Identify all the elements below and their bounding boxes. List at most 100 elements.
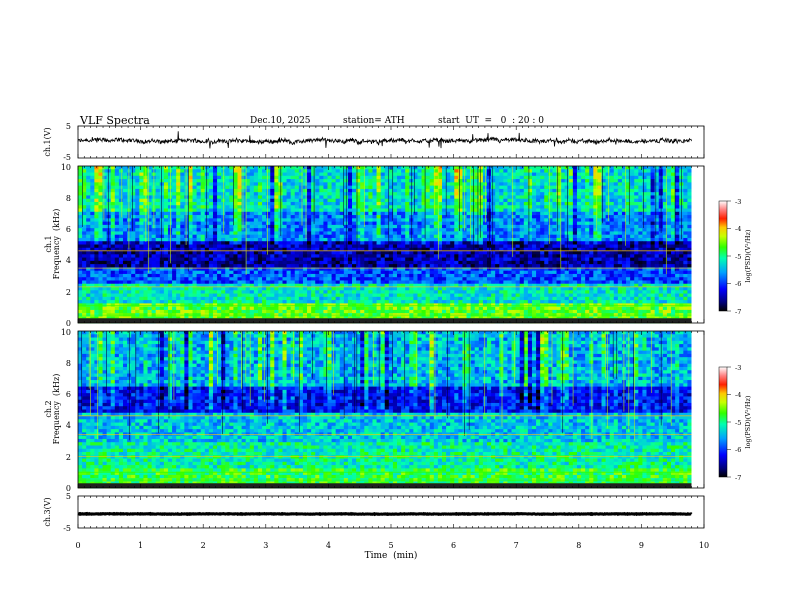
ch1-spec-cell-2180: [405, 212, 409, 216]
ch1-spec-cell-908: [111, 186, 115, 190]
ch1-spec-cell-1542: [250, 199, 254, 203]
ch1-spec-cell-2601: [287, 222, 291, 226]
ch1-spec-cell-413: [540, 173, 544, 177]
ch1-spec-cell-598: [683, 176, 687, 180]
ch1-spec-cell-325: [180, 173, 184, 177]
ch1-spec-cell-2930: [405, 228, 409, 232]
ch1-spec-cell-2423: [172, 218, 176, 222]
ch1-spec-cell-497: [270, 176, 274, 180]
ch1-spec-cell-807: [311, 182, 315, 186]
ch1-spec-cell-2829: [606, 225, 610, 229]
ch1-spec-cell-2790: [446, 225, 450, 229]
ch1-spec-cell-885: [630, 182, 634, 186]
ch1-spec-cell-1452: [495, 195, 499, 199]
ch1-spec-cell-1653: [90, 202, 94, 206]
ch1-spec-cell-3018: [152, 231, 156, 235]
ch1-spec-cell-7: [107, 166, 111, 170]
ch1-spec-cell-1094: [258, 189, 262, 193]
ch1-spec-cell-319: [156, 173, 160, 177]
ch1-spec-cell-517: [352, 176, 356, 180]
ch1-spec-cell-2503: [499, 218, 503, 222]
ch1-spec-cell-72: [372, 166, 376, 170]
ch1-spec-cell-1936: [634, 205, 638, 209]
ch1-spec-cell-3122: [577, 231, 581, 235]
ch1-spec-cell-115: [548, 166, 552, 170]
ch1-spec-cell-654: [299, 179, 303, 183]
ch1-spec-cell-1682: [209, 202, 213, 206]
ch1-spec-cell-1932: [618, 205, 622, 209]
ch1-spec-cell-1052: [86, 189, 90, 193]
ch1-spec-cell-943: [254, 186, 258, 190]
ch1-spec-cell-1833: [213, 205, 217, 209]
ch1-spec-cell-2359: [524, 215, 528, 219]
ch1-spec-cell-1147: [475, 189, 479, 193]
ch1-spec-cell-2852: [86, 228, 90, 232]
ch1-spec-cell-3090: [446, 231, 450, 235]
ch1-spec-cell-1735: [426, 202, 430, 206]
ch1-spec-cell-113: [540, 166, 544, 170]
ch1-spec-cell-2877: [188, 228, 192, 232]
ch1-spec-cell-1862: [332, 205, 336, 209]
ch1-spec-cell-268: [561, 169, 565, 173]
ch1-spec-cell-1212: [127, 192, 131, 196]
ch1-spec-cell-1427: [393, 195, 397, 199]
ch1-spec-cell-2106: [103, 212, 107, 216]
ch1-spec-cell-953: [295, 186, 299, 190]
ch1-spec-cell-3098: [479, 231, 483, 235]
ch1-spec-cell-978: [397, 186, 401, 190]
ch1-spec-cell-980: [405, 186, 409, 190]
ch1-spec-cell-645: [262, 179, 266, 183]
ch1-spec-cell-2577: [188, 222, 192, 226]
ch1-spec-cell-1352: [86, 195, 90, 199]
ch1-spec-cell-1156: [512, 189, 516, 193]
ch1-spec-cell-677: [393, 179, 397, 183]
ch1-spec-cell-3048: [274, 231, 278, 235]
ch1-spec-cell-1902: [495, 205, 499, 209]
ch1-spec-cell-212: [332, 169, 336, 173]
ch1-spec-cell-2303: [295, 215, 299, 219]
ch1-spec-cell-327: [188, 173, 192, 177]
ch1-spec-cell-868: [561, 182, 565, 186]
ch1-spec-cell-3106: [512, 231, 516, 235]
ch1-spec-cell-1995: [262, 209, 266, 213]
ch1-spec-cell-313: [131, 173, 135, 177]
ch1-spec-cell-1838: [233, 205, 237, 209]
ch1-spec-cell-1485: [630, 195, 634, 199]
ch1-spec-cell-3038: [233, 231, 237, 235]
ch1-spec-cell-1034: [626, 186, 630, 190]
ch1-spec-cell-1767: [557, 202, 561, 206]
ch1-spec-cell-2698: [683, 222, 687, 226]
ch1-spec-cell-519: [360, 176, 364, 180]
ch1-spec-cell-1304: [503, 192, 507, 196]
ch1-spec-cell-2860: [119, 228, 123, 232]
ch1-spec-cell-833: [417, 182, 421, 186]
ch1-spec-cell-2763: [336, 225, 340, 229]
ch1-spec-cell-1703: [295, 202, 299, 206]
ch1-spec-cell-2336: [430, 215, 434, 219]
ch1-spec-cell-3056: [307, 231, 311, 235]
ch1-spec-cell-1077: [188, 189, 192, 193]
ch1-spec-cell-752: [86, 182, 90, 186]
ch1-spec-cell-932: [209, 186, 213, 190]
ch1-spec-cell-1075: [180, 189, 184, 193]
ch1-spec-cell-1828: [193, 205, 197, 209]
ch1-spec-cell-3015: [139, 231, 143, 235]
ch1-spec-cell-739: [646, 179, 650, 183]
ch1-spec-cell-2619: [360, 222, 364, 226]
ch1-spec-cell-286: [634, 169, 638, 173]
ch1-spec-cell-3117: [557, 231, 561, 235]
ch1-spec-cell-266: [552, 169, 556, 173]
ch1-spec-cell-2862: [127, 228, 131, 232]
ch1-spec-cell-196: [266, 169, 270, 173]
ch1-spec-cell-840: [446, 182, 450, 186]
ch1-spec-cell-503: [295, 176, 299, 180]
ch1-spec-cell-1086: [225, 189, 229, 193]
ch1-spec-cell-1073: [172, 189, 176, 193]
ch1-spec-cell-1274: [381, 192, 385, 196]
ch1-spec-cell-1783: [622, 202, 626, 206]
ch1-spec-cell-1324: [585, 192, 589, 196]
ch1-spec-cell-551: [491, 176, 495, 180]
ch1-spec-cell-893: [663, 182, 667, 186]
ch1-spec-cell-658: [315, 179, 319, 183]
ch1-spec-cell-1102: [291, 189, 295, 193]
